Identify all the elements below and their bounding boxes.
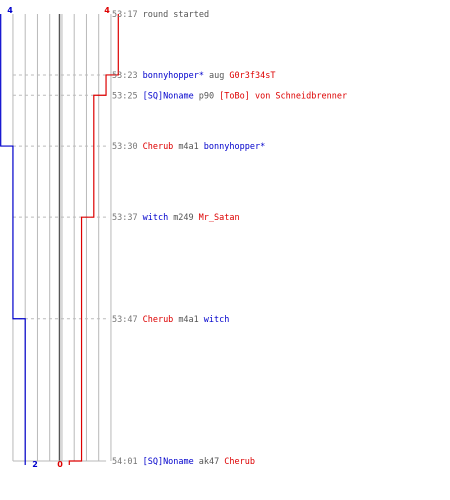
- start-alive-team-a: 4: [7, 6, 13, 15]
- event-entry: 54:01 [SQ]Noname ak47 Cherub: [112, 457, 255, 467]
- event-time: 53:30: [112, 142, 138, 152]
- event-time: 53:23: [112, 71, 138, 81]
- event-part-a: witch: [143, 213, 169, 223]
- event-part-neutral: aug: [209, 71, 224, 81]
- event-part-neutral: m249: [173, 213, 193, 223]
- start-alive-team-b: 4: [104, 6, 110, 15]
- event-entry: 53:17 round started: [112, 10, 209, 20]
- event-part-b: Mr_Satan: [199, 213, 240, 223]
- event-part-b: [ToBo] von Schneidbrenner: [219, 91, 347, 101]
- event-part-neutral: m4a1: [178, 315, 198, 325]
- event-entry: 53:25 [SQ]Noname p90 [ToBo] von Schneidbren…: [112, 91, 347, 101]
- event-part-a: witch: [204, 315, 230, 325]
- event-entry: 53:37 witch m249 Mr_Satan: [112, 213, 240, 223]
- event-time: 53:47: [112, 315, 138, 325]
- event-part-neutral: p90: [199, 91, 214, 101]
- event-part-neutral: round started: [143, 10, 210, 20]
- event-guide-lines: [12, 74, 109, 320]
- event-time: 53:25: [112, 91, 138, 101]
- event-part-neutral: ak47: [199, 457, 219, 467]
- event-entry: 53:47 Cherub m4a1 witch: [112, 315, 229, 325]
- event-part-a: bonnyhopper*: [143, 71, 204, 81]
- alive-step-lines: [0, 14, 119, 465]
- event-time: 53:37: [112, 213, 138, 223]
- event-part-b: Cherub: [224, 457, 255, 467]
- grid-lines: [12, 14, 112, 462]
- event-part-neutral: m4a1: [178, 142, 198, 152]
- alive-line-team-a: [0, 14, 26, 465]
- end-alive-team-a: 2: [32, 460, 38, 469]
- event-part-a: [SQ]Noname: [143, 91, 194, 101]
- event-part-a: bonnyhopper*: [204, 142, 265, 152]
- event-part-b: Cherub: [143, 142, 174, 152]
- event-time: 53:17: [112, 10, 138, 20]
- event-part-a: [SQ]Noname: [143, 457, 194, 467]
- event-part-b: G0r3f34sT: [229, 71, 275, 81]
- event-entry: 53:30 Cherub m4a1 bonnyhopper*: [112, 142, 265, 152]
- event-entry: 53:23 bonnyhopper* aug G0r3f34sT: [112, 71, 275, 81]
- event-part-b: Cherub: [143, 315, 174, 325]
- event-time: 54:01: [112, 457, 138, 467]
- event-log: 53:17 round started 53:23 bonnyhopper* aug G0…: [112, 10, 347, 467]
- end-alive-team-b: 0: [57, 460, 63, 469]
- alive-line-team-b: [68, 14, 119, 465]
